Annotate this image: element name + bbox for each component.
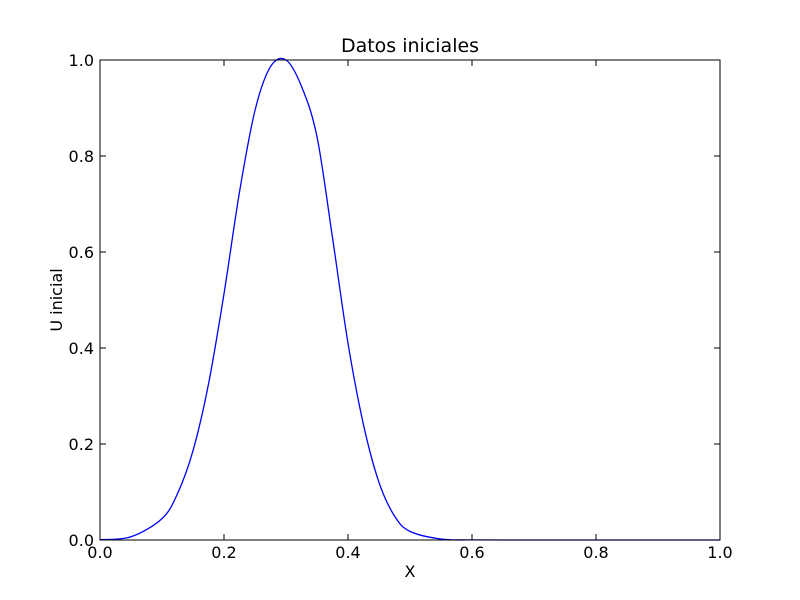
axes-frame bbox=[99, 59, 721, 541]
x-tick-label: 0.0 bbox=[87, 543, 112, 562]
plot-area: 0.0 0.2 0.4 0.6 0.8 1.0 0.0 0.2 0.4 0.6 0.8 1.0 bbox=[69, 51, 733, 562]
y-tick-label: 0.8 bbox=[69, 147, 94, 166]
y-axis-title: U inicial bbox=[47, 268, 66, 331]
y-tick-label: 1.0 bbox=[69, 51, 94, 70]
y-tick-label: 0.6 bbox=[69, 243, 94, 262]
ticks-layer: 0.0 0.2 0.4 0.6 0.8 1.0 0.0 0.2 0.4 0.6 0.8 1.0 bbox=[69, 51, 733, 562]
chart-title: Datos iniciales bbox=[341, 35, 479, 57]
x-tick-label: 0.6 bbox=[459, 543, 484, 562]
y-tick-label: 0.0 bbox=[69, 531, 94, 550]
y-tick-label: 0.4 bbox=[69, 339, 94, 358]
x-axis-title: X bbox=[405, 562, 416, 581]
x-tick-label: 0.8 bbox=[583, 543, 608, 562]
x-tick-label: 0.2 bbox=[211, 543, 236, 562]
x-tick-label: 1.0 bbox=[707, 543, 732, 562]
y-tick-label: 0.2 bbox=[69, 435, 94, 454]
x-tick-label: 0.4 bbox=[335, 543, 360, 562]
